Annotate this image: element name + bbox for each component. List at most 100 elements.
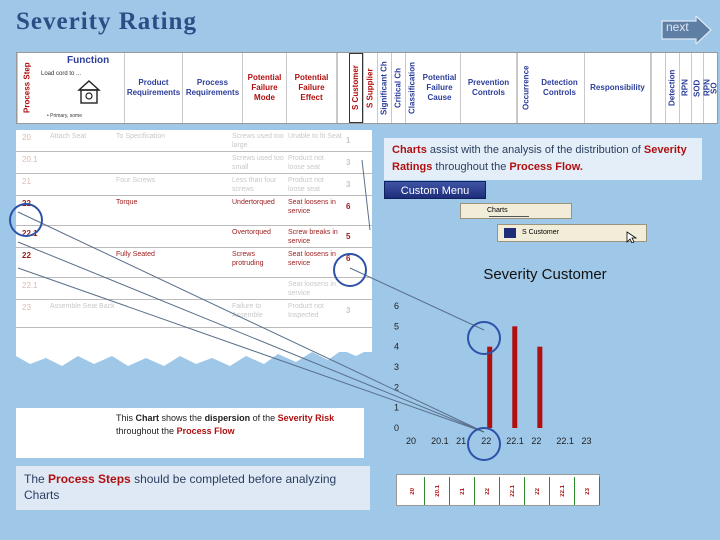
- strip-cell: 22.1: [551, 477, 575, 505]
- row-step: 23: [22, 303, 31, 312]
- row-failure-effect: Seat loosens in service: [288, 281, 336, 297]
- charts-dropdown-label: Charts: [487, 207, 508, 214]
- steps-t1: The: [24, 472, 49, 486]
- row-failure-effect: Unable to fit Seat: [288, 133, 342, 140]
- strip-step-label: 22.1: [509, 485, 516, 497]
- s-customer-header: S Customer: [349, 53, 363, 123]
- y-tick-label: 3: [394, 362, 399, 372]
- strip-step-label: 20.1: [434, 485, 441, 497]
- bar: [537, 346, 543, 428]
- prevention-controls-header: Prevention Controls: [461, 53, 517, 123]
- row-process-req: Four Screws: [116, 177, 156, 184]
- y-tick-label: 5: [394, 321, 399, 331]
- note-severity-word: Severity Ratings: [392, 144, 687, 173]
- mouse-cursor-icon: [626, 231, 638, 243]
- x-tick-label: 22.1: [506, 436, 524, 446]
- table-row: 22 Fully Seated Screws protruding Seat loos…: [16, 248, 372, 278]
- strip-cell: 23: [576, 477, 600, 505]
- charts-dropdown[interactable]: Charts: [460, 203, 572, 219]
- x-tick-label: 20: [406, 436, 416, 446]
- failure-cause-header: Potential Failure Cause: [419, 53, 461, 123]
- row-severity: 5: [346, 232, 351, 241]
- x-tick-label: 22: [481, 436, 491, 446]
- row-severity: 6: [346, 202, 351, 211]
- x-tick-label: 22: [531, 436, 541, 446]
- significant-ch-header: Significant Ch: [377, 53, 391, 123]
- strip-cell: 22.1: [501, 477, 525, 505]
- note-text-2: throughout the: [432, 160, 510, 173]
- row-severity: 3: [346, 180, 351, 189]
- y-tick-label: 2: [394, 382, 399, 392]
- row-severity: 3: [346, 306, 351, 315]
- row-step: 22: [22, 199, 31, 208]
- custom-menu-button[interactable]: Custom Menu: [384, 181, 486, 199]
- x-tick-label: 23: [581, 436, 591, 446]
- function-sub2: • Primary, some: [47, 113, 82, 119]
- so-header: SO: [709, 82, 719, 94]
- steps-t3: should be completed before analyzing Cha…: [24, 472, 337, 503]
- row-failure-mode: Overtorqued: [232, 229, 271, 236]
- process-step-header: Process Step: [17, 53, 37, 123]
- strip-cell: 21: [451, 477, 475, 505]
- row-failure-effect: Product not Inspected: [288, 303, 324, 319]
- failure-effect-header: Potential Failure Effect: [287, 53, 337, 123]
- strip-step-label: 23: [584, 487, 591, 495]
- row-step: 22.1: [22, 281, 38, 290]
- responsibility-header: Responsibility: [585, 53, 651, 123]
- next-arrow-icon: [661, 14, 712, 46]
- severity-chart: Severity Customer 0 1 2 3 4 5 6 20 20.1 21 22 22.1 2…: [372, 262, 718, 462]
- row-failure-mode: Less than four screws: [232, 177, 277, 193]
- function-header: Function Load cord to ... • Primary, som…: [37, 53, 125, 123]
- chart-title: Severity Customer: [483, 266, 607, 283]
- s-customer-dropdown[interactable]: S Customer: [497, 224, 647, 243]
- torn-paper-edge: [16, 330, 372, 366]
- note-text-1: assist with the analysis of the distribu…: [426, 144, 644, 156]
- detection-controls-header: Detection Controls: [535, 53, 585, 123]
- table-row: 23 Assemble Seat Back Failure to Assemble P…: [16, 300, 372, 328]
- row-product-req: Assemble Seat Back: [50, 303, 115, 310]
- next-button[interactable]: next: [660, 14, 712, 46]
- x-tick-label: 21: [456, 436, 466, 446]
- row-failure-mode: Undertorqued: [232, 199, 275, 206]
- disp-t6: Severity Risk: [277, 413, 335, 423]
- table-row: 20.1 Screws used too small Product not loo…: [16, 152, 372, 174]
- process-requirements-header: Process Requirements: [183, 53, 243, 123]
- row-failure-effect: Product not loose seat: [288, 155, 324, 171]
- table-row: 22 Torque Undertorqued Seat loosens in serv…: [16, 196, 372, 226]
- row-severity: 1: [346, 136, 351, 145]
- x-tick-label: 22.1: [556, 436, 574, 446]
- product-requirements-header: Product Requirements: [125, 53, 183, 123]
- process-steps-note: The Process Steps should be completed be…: [16, 466, 370, 510]
- strip-step-label: 22: [534, 487, 541, 495]
- row-failure-mode: Screws used too large: [232, 133, 284, 149]
- classification-header: Classification: [405, 53, 419, 123]
- strip-step-label: 22.1: [559, 485, 566, 497]
- disp-t3: shows the: [159, 413, 205, 423]
- row-step: 20.1: [22, 155, 38, 164]
- row-failure-effect: Seat loosens in service: [288, 199, 336, 215]
- table-row: 22.1 Seat loosens in service: [16, 278, 372, 300]
- strip-cell: 20.1: [426, 477, 450, 505]
- y-tick-label: 0: [394, 423, 399, 433]
- row-severity: 3: [346, 158, 351, 167]
- sod-header: SOD: [691, 53, 703, 123]
- row-process-req: Fully Seated: [116, 251, 155, 258]
- fmea-header: Process Step Function Load cord to ... •…: [16, 52, 719, 124]
- dispersion-note: This Chart shows the dispersion of the S…: [16, 408, 364, 458]
- function-sub1: Load cord to ...: [41, 71, 82, 77]
- bar: [487, 346, 493, 428]
- row-failure-effect: Seat loosens in service: [288, 251, 336, 267]
- disp-t8: Process Flow: [176, 425, 235, 436]
- disp-t4: dispersion: [204, 413, 251, 423]
- row-step: 21: [22, 177, 31, 186]
- charts-note: Charts assist with the analysis of the d…: [384, 138, 702, 180]
- strip-step-label: 21: [459, 487, 466, 495]
- disp-t5: of the: [250, 413, 278, 423]
- occurrence-header: Occurrence: [517, 53, 535, 123]
- strip-cell: 20: [401, 477, 425, 505]
- row-failure-mode: Screws used too small: [232, 155, 284, 171]
- strip-step-label: 22: [484, 487, 491, 495]
- note-process-word: Process Flow.: [509, 160, 583, 173]
- row-step: 22: [22, 251, 31, 260]
